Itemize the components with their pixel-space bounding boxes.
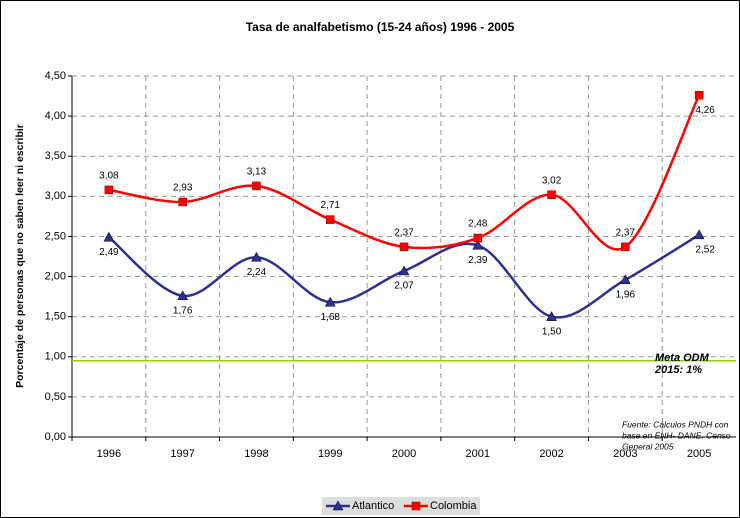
- marker: [251, 251, 262, 262]
- x-tick-label: 2000: [392, 448, 416, 460]
- data-label: 2,71: [320, 200, 340, 211]
- y-tick-label: 1,50: [45, 311, 66, 323]
- x-tick-label: 1997: [170, 448, 194, 460]
- marker: [546, 311, 557, 321]
- data-label: 3,13: [247, 167, 267, 178]
- x-tick-label: 2003: [613, 448, 637, 460]
- data-label: 3,02: [542, 175, 562, 186]
- data-label: 2,49: [99, 247, 119, 258]
- data-label: 2,37: [394, 228, 414, 239]
- chart-title: Tasa de analfabetismo (15-24 años) 1996 …: [246, 20, 515, 34]
- data-label: 2,52: [695, 244, 715, 255]
- y-tick-label: 4,50: [45, 70, 66, 82]
- legend-label: Colombia: [430, 500, 477, 512]
- y-tick-label: 3,50: [45, 150, 66, 162]
- x-tick-label: 1999: [318, 448, 342, 460]
- data-label: 2,37: [616, 228, 636, 239]
- x-tick-label: 2005: [687, 448, 711, 460]
- x-tick-label: 1996: [97, 448, 121, 460]
- source-note: base en ENH- DANE. Censo: [622, 430, 731, 440]
- marker: [411, 501, 421, 511]
- marker: [252, 181, 261, 191]
- target-label: 2015: 1%: [654, 364, 702, 376]
- marker: [332, 500, 344, 511]
- marker: [104, 185, 114, 195]
- data-label: 2,24: [247, 267, 267, 278]
- legend-label: Atlantico: [352, 500, 394, 512]
- x-tick-label: 2002: [539, 448, 563, 460]
- data-label: 1,96: [616, 289, 636, 300]
- marker: [547, 190, 556, 199]
- data-label: 2,07: [394, 281, 414, 292]
- y-tick-label: 4,00: [45, 110, 66, 122]
- data-label: 1,68: [320, 312, 340, 323]
- target-label: Meta ODM: [655, 352, 710, 364]
- data-label: 2,39: [468, 255, 488, 266]
- legend-box: [322, 497, 480, 515]
- marker: [472, 239, 484, 250]
- data-label: 1,50: [542, 326, 562, 337]
- y-tick-label: 1,00: [45, 351, 66, 363]
- y-tick-label: 3,00: [45, 190, 66, 202]
- y-tick-label: 2,50: [45, 230, 66, 242]
- marker: [619, 274, 631, 285]
- x-tick-label: 2001: [466, 448, 490, 460]
- data-label: 2,48: [468, 219, 488, 230]
- marker: [693, 229, 705, 240]
- legend: Atlantico Colombia: [322, 497, 480, 515]
- source-note: Fuente: Cálculos PNDH con: [622, 419, 729, 429]
- marker: [177, 290, 189, 301]
- marker: [103, 231, 115, 242]
- marker: [178, 197, 187, 207]
- data-label: 2,93: [173, 183, 193, 194]
- y-tick-label: 2,00: [45, 270, 66, 282]
- y-tick-label: 0,00: [45, 431, 66, 443]
- marker: [325, 215, 335, 224]
- marker: [621, 242, 630, 252]
- data-label: 3,08: [99, 171, 119, 182]
- marker: [473, 233, 483, 243]
- marker: [694, 91, 704, 100]
- data-label: 4,26: [695, 105, 715, 116]
- y-axis-label: Porcentaje de personas que no saben leer…: [14, 124, 26, 388]
- source-note: General 2005: [622, 441, 674, 451]
- marker: [399, 242, 409, 252]
- marker: [324, 296, 336, 307]
- data-label: 1,76: [173, 305, 193, 316]
- y-tick-label: 0,50: [45, 391, 66, 403]
- marker: [398, 265, 410, 276]
- x-tick-label: 1998: [244, 448, 268, 460]
